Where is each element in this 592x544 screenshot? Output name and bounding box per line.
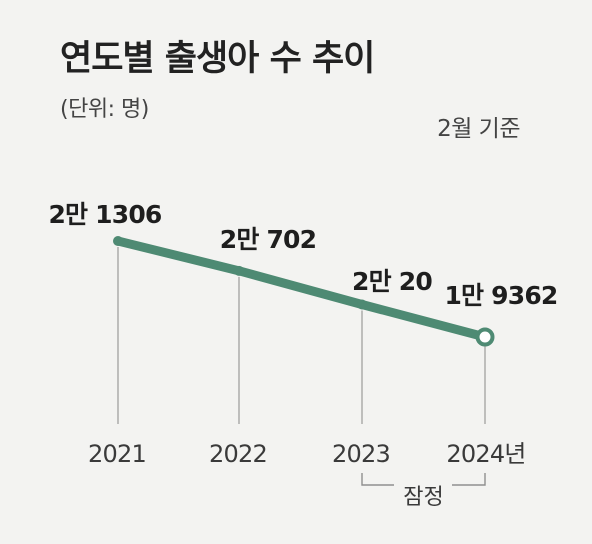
chart-title: 연도별 출생아 수 추이: [60, 39, 375, 79]
x-tick-label-1: 2022: [209, 440, 267, 468]
data-point-0: [113, 236, 123, 246]
data-point-1: [234, 265, 244, 276]
provisional-label-bg: [394, 481, 452, 511]
x-tick-label-3: 2024년: [446, 440, 525, 468]
basis-label: 2월 기준: [437, 116, 520, 142]
data-point-3: [475, 327, 495, 347]
value-label-3: 1만 9362: [444, 281, 557, 310]
x-tick-label-2: 2023: [332, 440, 390, 468]
value-label-0: 2만 1306: [48, 200, 161, 229]
provisional-label: 잠정: [403, 485, 443, 510]
series-line: [113, 236, 490, 342]
unit-label: (단위: 명): [60, 97, 149, 122]
value-label-1: 2만 702: [220, 225, 316, 254]
value-label-2: 2만 20: [352, 267, 432, 296]
x-tick-label-0: 2021: [88, 440, 146, 468]
data-point-2: [357, 299, 367, 310]
